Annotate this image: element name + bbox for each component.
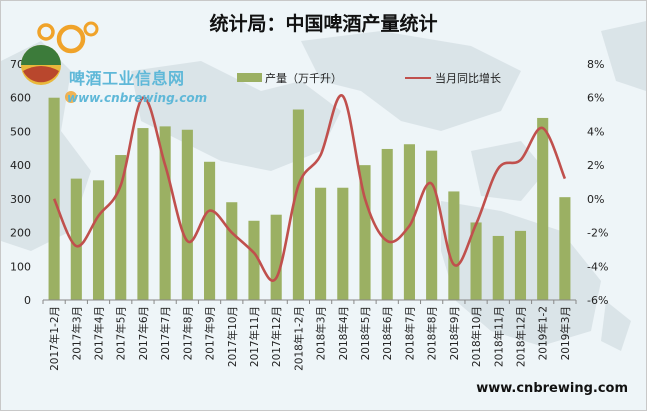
x-tick-label: 2017年1-2月 (48, 306, 61, 371)
x-tick-label: 2018年9月 (448, 306, 461, 360)
x-tick-label: 2019年3月 (559, 306, 572, 360)
line-series (52, 94, 567, 282)
bar (537, 117, 549, 300)
map-region (301, 31, 521, 131)
x-tick-label: 2017年3月 (70, 306, 83, 360)
x-tick-label: 2018年1-2月 (292, 306, 305, 371)
x-tick-label: 2017年5月 (115, 306, 128, 360)
map-region (471, 141, 546, 201)
x-tick-label: 2017年8月 (181, 306, 194, 360)
bar (181, 129, 193, 300)
bar (403, 144, 415, 300)
map-region (601, 301, 631, 351)
y-left-tick-label: 0 (24, 294, 31, 307)
legend-bar-label: 产量（万千升） (265, 72, 342, 85)
site-logo: 啤酒工业信息网 www.cnbrewing.com (9, 21, 219, 113)
x-tick-label: 2017年4月 (93, 306, 106, 360)
y-right-tick-label: 8% (587, 58, 604, 71)
bar (448, 191, 460, 300)
y-right-tick-label: 4% (587, 125, 604, 138)
y-right-tick-label: 2% (587, 159, 604, 172)
bar (48, 97, 60, 300)
bar (270, 214, 282, 300)
x-tick-label: 2017年9月 (204, 306, 217, 360)
x-tick-label: 2017年11月 (248, 306, 261, 367)
x-tick-label: 2017年7月 (159, 306, 172, 360)
x-tick-label: 2018年4月 (337, 306, 350, 360)
bar (70, 178, 82, 300)
logo-name: 啤酒工业信息网 (69, 69, 185, 88)
y-right-tick-label: 6% (587, 92, 604, 105)
bar-series (48, 97, 571, 300)
bar (426, 150, 438, 300)
map-region (131, 61, 341, 171)
legend-line-label: 当月同比增长 (435, 72, 501, 85)
bar (159, 126, 171, 300)
x-tick-label: 2018年6月 (381, 306, 394, 360)
bar (248, 220, 260, 300)
chart-title: 统计局：中国啤酒产量统计 (209, 13, 438, 35)
y-left-tick-label: 300 (10, 193, 31, 206)
x-tick-label: 2019年1-2 (537, 306, 550, 360)
x-tick-label: 2018年5月 (359, 306, 372, 360)
bar (204, 161, 216, 300)
bar (559, 197, 571, 300)
bar (514, 230, 527, 300)
x-tick-label: 2017年6月 (137, 306, 150, 360)
y-left-tick-label: 500 (10, 125, 31, 138)
bar (137, 128, 149, 300)
legend-bar-swatch (237, 73, 262, 82)
bar (492, 235, 504, 300)
x-tick-label: 2018年11月 (492, 306, 505, 367)
bar (92, 180, 105, 300)
y-left-tick-label: 200 (10, 227, 31, 240)
y-right-tick-label: -2% (587, 227, 608, 240)
logo-url: www.cnbrewing.com (67, 91, 208, 105)
bar (337, 187, 349, 300)
growth-line (52, 94, 567, 282)
x-tick-label: 2017年10月 (226, 306, 239, 367)
bar (226, 202, 238, 300)
y-left-tick-label: 600 (10, 92, 31, 105)
y-right-tick-label: -6% (587, 294, 608, 307)
x-tick-label: 2018年7月 (403, 306, 416, 360)
footer-url: www.cnbrewing.com (476, 381, 628, 396)
y-right-tick-label: -4% (587, 260, 608, 273)
bar (359, 165, 371, 300)
x-tick-label: 2018年3月 (315, 306, 328, 360)
y-right-tick-label: 0% (587, 193, 604, 206)
bar (115, 155, 127, 300)
axes: 0100200300400500600700-6%-4%-2%0%2%4%6%8… (10, 58, 608, 371)
x-tick-label: 2017年12月 (270, 306, 283, 367)
brewing-logo-icon (21, 21, 99, 103)
x-tick-label: 2018年8月 (426, 306, 439, 360)
y-left-tick-label: 400 (10, 159, 31, 172)
x-tick-label: 2018年12月 (514, 306, 527, 367)
map-region (1, 41, 91, 251)
bar (381, 148, 393, 300)
bar (292, 109, 304, 300)
x-tick-label: 2018年10月 (470, 306, 483, 367)
legend-line-swatch (405, 77, 431, 79)
bar (470, 222, 482, 300)
map-region (601, 21, 646, 91)
y-left-tick-label: 100 (10, 260, 31, 273)
bar (315, 187, 327, 300)
